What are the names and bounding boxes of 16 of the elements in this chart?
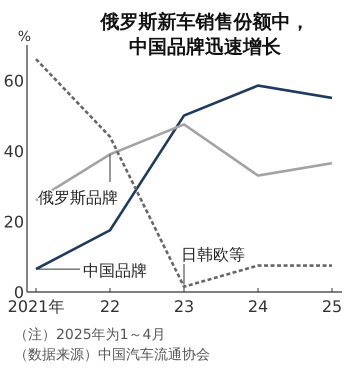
x-tick-label: 22 (100, 297, 120, 316)
chart-title: 俄罗斯新车销售份额中，中国品牌迅速增长 (100, 11, 310, 58)
x-tick-label: 2021年 (8, 297, 64, 316)
x-tick-label: 23 (174, 297, 194, 316)
line-series (34, 58, 334, 288)
x-tick-label: 24 (248, 297, 268, 316)
series-label: 中国品牌 (83, 261, 147, 280)
text: （数据来源）中国汽车流通协会 (14, 347, 210, 363)
series-label: 日韩欧等 (181, 245, 245, 264)
y-axis-title: % (18, 29, 31, 45)
y-tick-label: 40 (4, 142, 24, 161)
series-label: 俄罗斯品牌 (38, 188, 118, 207)
y-tick-label: 20 (4, 212, 24, 232)
text: （注）2025年为1～4月 (14, 327, 166, 343)
x-tick-label: 25 (322, 297, 342, 316)
y-tick-label: 60 (4, 71, 24, 90)
